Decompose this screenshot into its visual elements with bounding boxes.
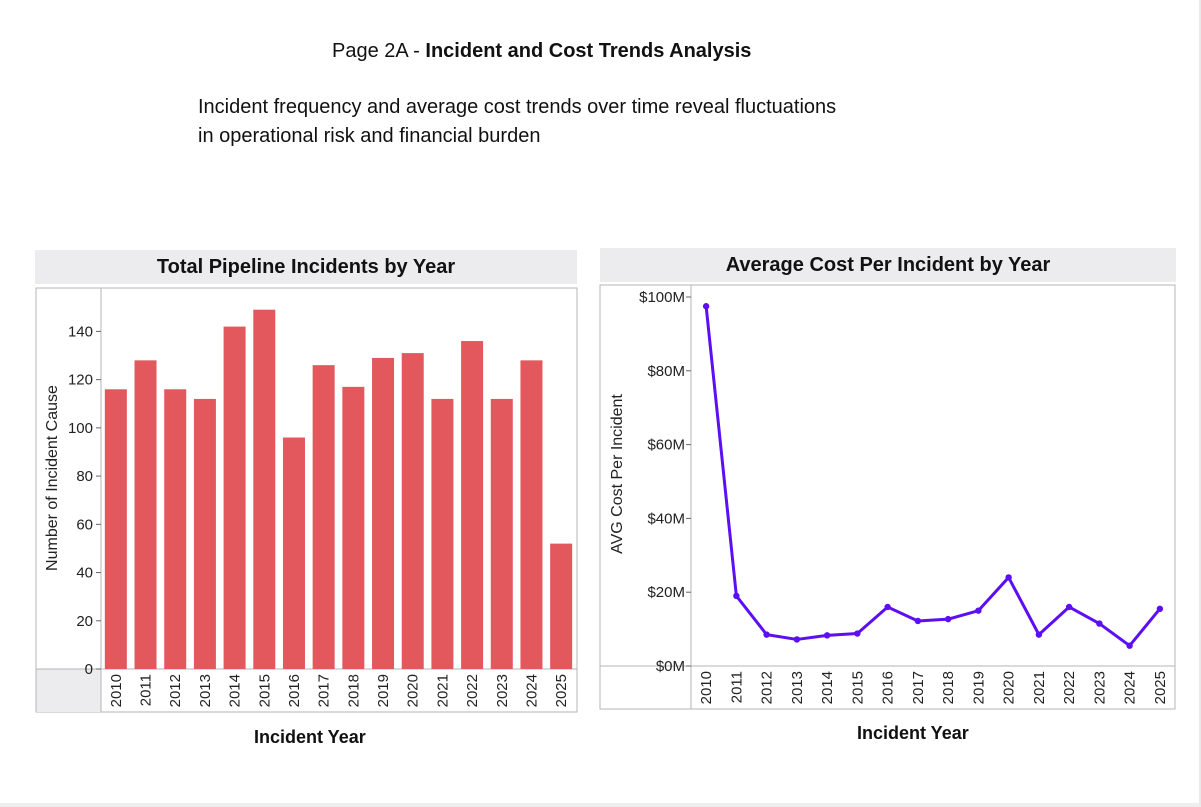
bar-chart-x-tick-label: 2012 bbox=[167, 674, 184, 707]
bar-chart-x-tick-label: 2019 bbox=[375, 674, 392, 707]
bar bbox=[490, 398, 513, 669]
data-point bbox=[854, 630, 861, 637]
line-chart-x-tick-label: 2023 bbox=[1091, 671, 1108, 704]
bar bbox=[104, 389, 127, 669]
line-chart-x-tick-label: 2011 bbox=[728, 671, 745, 703]
bar bbox=[134, 360, 157, 669]
bar-chart-x-tick-label: 2011 bbox=[138, 674, 155, 706]
line-chart-x-tick-label: 2016 bbox=[880, 671, 897, 704]
line-chart-y-tick-label: $40M bbox=[647, 510, 685, 527]
bar-chart-x-tick-label: 2010 bbox=[108, 674, 125, 707]
data-point bbox=[763, 631, 770, 638]
page-title: Page 2A - Incident and Cost Trends Analy… bbox=[332, 40, 751, 63]
bar-chart-x-tick-label: 2018 bbox=[345, 674, 362, 707]
bar-chart-y-tick-label: 20 bbox=[76, 613, 93, 630]
line-chart-x-tick-label: 2010 bbox=[698, 671, 715, 704]
line-chart-y-tick-label: $100M bbox=[639, 289, 685, 306]
line-chart-y-tick-label: $80M bbox=[647, 363, 685, 380]
line-chart-frame bbox=[599, 284, 1176, 710]
line-chart-x-tick-label: 2025 bbox=[1152, 671, 1169, 704]
bar-chart-x-tick-label: 2013 bbox=[197, 674, 214, 707]
bar-chart-x-tick-label: 2015 bbox=[256, 674, 273, 707]
bar-chart-x-tick-label: 2023 bbox=[494, 674, 511, 707]
bar-chart-x-tick-label: 2025 bbox=[553, 674, 570, 707]
data-point bbox=[733, 592, 740, 600]
data-point bbox=[702, 303, 710, 310]
line-chart-x-tick-label: 2017 bbox=[910, 671, 927, 704]
line-chart-x-tick-label: 2014 bbox=[819, 671, 836, 704]
bar-chart-y-tick-label: 60 bbox=[76, 516, 93, 533]
bar bbox=[223, 326, 246, 669]
line-chart-x-tick-label: 2020 bbox=[1001, 671, 1018, 704]
series-line bbox=[704, 306, 1162, 648]
line-chart-y-axis-title: AVG Cost Per Incident bbox=[609, 394, 626, 554]
data-point bbox=[944, 615, 952, 623]
page-subtitle: Incident frequency and average cost tren… bbox=[198, 96, 837, 147]
line-chart-x-tick-label: 2022 bbox=[1061, 671, 1078, 704]
bar-chart-corner bbox=[36, 669, 102, 712]
data-point bbox=[1035, 631, 1043, 638]
bar-chart-y-axis-title: Number of Incident Cause bbox=[44, 385, 61, 571]
bar bbox=[431, 398, 454, 669]
bar bbox=[520, 360, 543, 669]
line-chart-x-tick-label: 2015 bbox=[849, 671, 866, 704]
line-chart-y-tick-label: $20M bbox=[647, 584, 685, 601]
data-point bbox=[1096, 620, 1103, 627]
bar-chart-y-tick-label: 100 bbox=[68, 420, 93, 437]
bar bbox=[164, 389, 187, 669]
bar bbox=[253, 309, 276, 669]
page-title-prefix: Page 2A - bbox=[332, 40, 426, 62]
data-point bbox=[1126, 642, 1133, 649]
data-point bbox=[1065, 603, 1073, 611]
line-chart-x-tick-label: 2012 bbox=[759, 671, 776, 704]
line-chart-xaxis-title: Incident Year bbox=[857, 723, 969, 743]
data-point bbox=[1005, 574, 1012, 581]
bar-chart-title: Total Pipeline Incidents by Year bbox=[35, 250, 577, 284]
data-point bbox=[1156, 605, 1164, 613]
bar bbox=[550, 543, 573, 669]
bar-chart-x-tick-label: 2021 bbox=[434, 674, 451, 707]
page-title-bold: Incident and Cost Trends Analysis bbox=[425, 40, 752, 62]
bar-chart-xaxis-title: Incident Year bbox=[254, 727, 366, 747]
line-chart-y-tick-label: $60M bbox=[647, 437, 685, 454]
bar-chart-y-tick-label: 120 bbox=[68, 372, 93, 389]
line-chart-x-tick-label: 2018 bbox=[940, 671, 957, 704]
bar-chart-y-tick-label: 40 bbox=[76, 565, 93, 582]
bar-chart-y-tick-label: 140 bbox=[68, 323, 93, 340]
bar bbox=[193, 398, 216, 669]
data-point bbox=[975, 607, 982, 614]
line-chart-title: Average Cost Per Incident by Year bbox=[600, 248, 1176, 282]
line-chart-x-tick-label: 2019 bbox=[970, 671, 987, 704]
bar-chart-x-tick-label: 2016 bbox=[286, 674, 303, 707]
bar-chart-x-tick-label: 2024 bbox=[523, 674, 540, 707]
bar bbox=[342, 386, 365, 669]
bar bbox=[401, 353, 424, 669]
data-point bbox=[823, 632, 831, 639]
line-chart-x-tick-label: 2013 bbox=[789, 671, 806, 704]
bar-chart-x-tick-label: 2017 bbox=[316, 674, 333, 707]
data-point bbox=[884, 603, 891, 611]
line-chart-y-tick-label: $0M bbox=[656, 658, 685, 675]
bar bbox=[282, 437, 305, 669]
bar-chart-x-tick-label: 2022 bbox=[464, 674, 481, 707]
data-point bbox=[914, 617, 922, 625]
bar bbox=[461, 341, 484, 669]
line-chart-x-tick-label: 2021 bbox=[1031, 671, 1048, 704]
bar-chart-y-tick-label: 0 bbox=[85, 661, 93, 678]
bar-chart-x-tick-label: 2020 bbox=[405, 674, 422, 707]
bar bbox=[372, 357, 395, 669]
data-point bbox=[793, 636, 801, 643]
bar-chart-x-tick-label: 2014 bbox=[227, 674, 244, 707]
bar bbox=[312, 365, 335, 669]
line-chart-x-tick-label: 2024 bbox=[1122, 671, 1139, 704]
bar-chart-y-tick-label: 80 bbox=[76, 468, 93, 485]
